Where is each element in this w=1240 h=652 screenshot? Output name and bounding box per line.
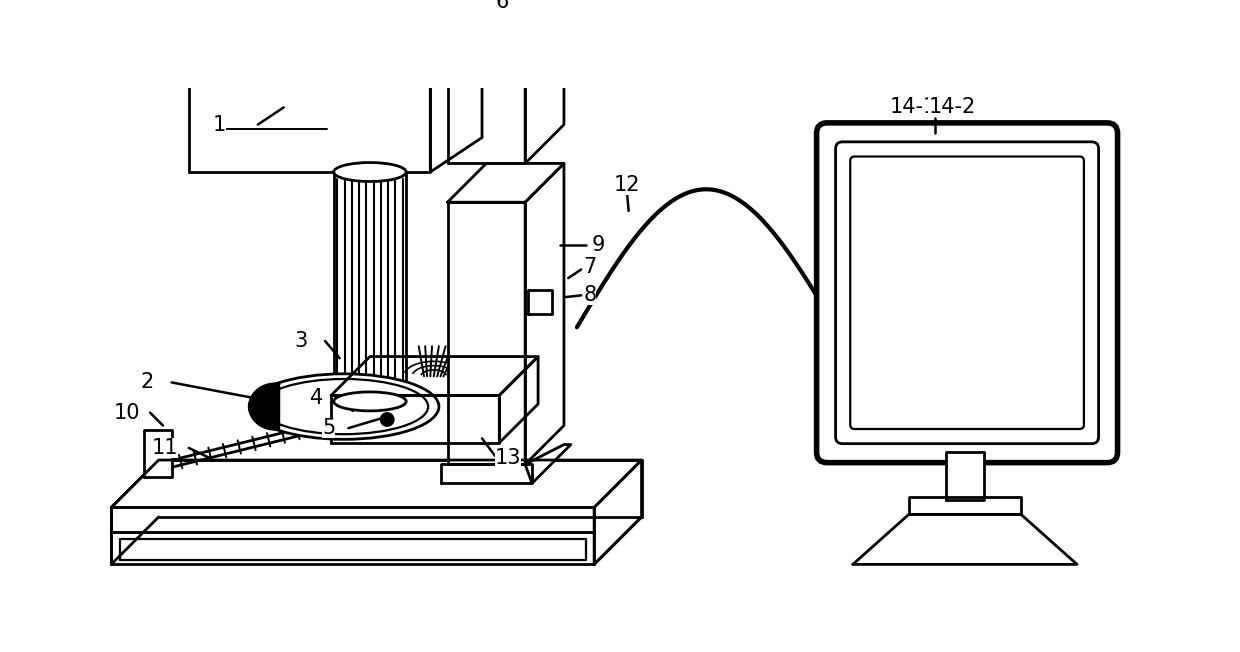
Polygon shape xyxy=(331,357,538,395)
Polygon shape xyxy=(112,531,594,565)
Polygon shape xyxy=(430,17,482,172)
Polygon shape xyxy=(331,395,500,443)
Polygon shape xyxy=(500,357,538,443)
Polygon shape xyxy=(249,383,279,430)
Text: 6: 6 xyxy=(495,0,508,12)
Text: 4: 4 xyxy=(310,388,324,408)
Text: 2: 2 xyxy=(141,372,154,393)
Circle shape xyxy=(386,417,389,422)
Polygon shape xyxy=(594,460,641,565)
Polygon shape xyxy=(448,60,526,164)
FancyBboxPatch shape xyxy=(817,123,1117,463)
Text: 5: 5 xyxy=(322,418,335,438)
Ellipse shape xyxy=(334,162,407,181)
Text: 8: 8 xyxy=(583,286,596,305)
Ellipse shape xyxy=(249,374,439,439)
Text: 1: 1 xyxy=(212,115,226,134)
Text: 14-2: 14-2 xyxy=(929,97,976,117)
Polygon shape xyxy=(909,497,1021,514)
Polygon shape xyxy=(526,164,564,464)
Text: 14-1: 14-1 xyxy=(889,97,936,117)
Polygon shape xyxy=(526,445,570,483)
Ellipse shape xyxy=(334,392,407,411)
Text: 3: 3 xyxy=(294,331,308,351)
Circle shape xyxy=(381,413,393,426)
Polygon shape xyxy=(528,290,552,314)
Polygon shape xyxy=(448,164,564,202)
Polygon shape xyxy=(946,452,983,499)
Text: 13: 13 xyxy=(495,449,521,468)
Polygon shape xyxy=(144,430,171,477)
Text: 10: 10 xyxy=(114,403,140,422)
Polygon shape xyxy=(112,507,594,531)
Text: 9: 9 xyxy=(591,235,605,256)
Polygon shape xyxy=(188,17,482,52)
FancyBboxPatch shape xyxy=(836,142,1099,443)
Polygon shape xyxy=(112,460,641,507)
Polygon shape xyxy=(853,514,1078,565)
Polygon shape xyxy=(448,202,526,464)
FancyBboxPatch shape xyxy=(851,156,1084,429)
Polygon shape xyxy=(440,464,532,483)
Text: 11: 11 xyxy=(151,438,179,458)
Polygon shape xyxy=(188,52,430,172)
Polygon shape xyxy=(526,21,564,164)
Polygon shape xyxy=(448,21,564,60)
Text: 7: 7 xyxy=(583,257,596,277)
Text: 12: 12 xyxy=(614,175,640,195)
